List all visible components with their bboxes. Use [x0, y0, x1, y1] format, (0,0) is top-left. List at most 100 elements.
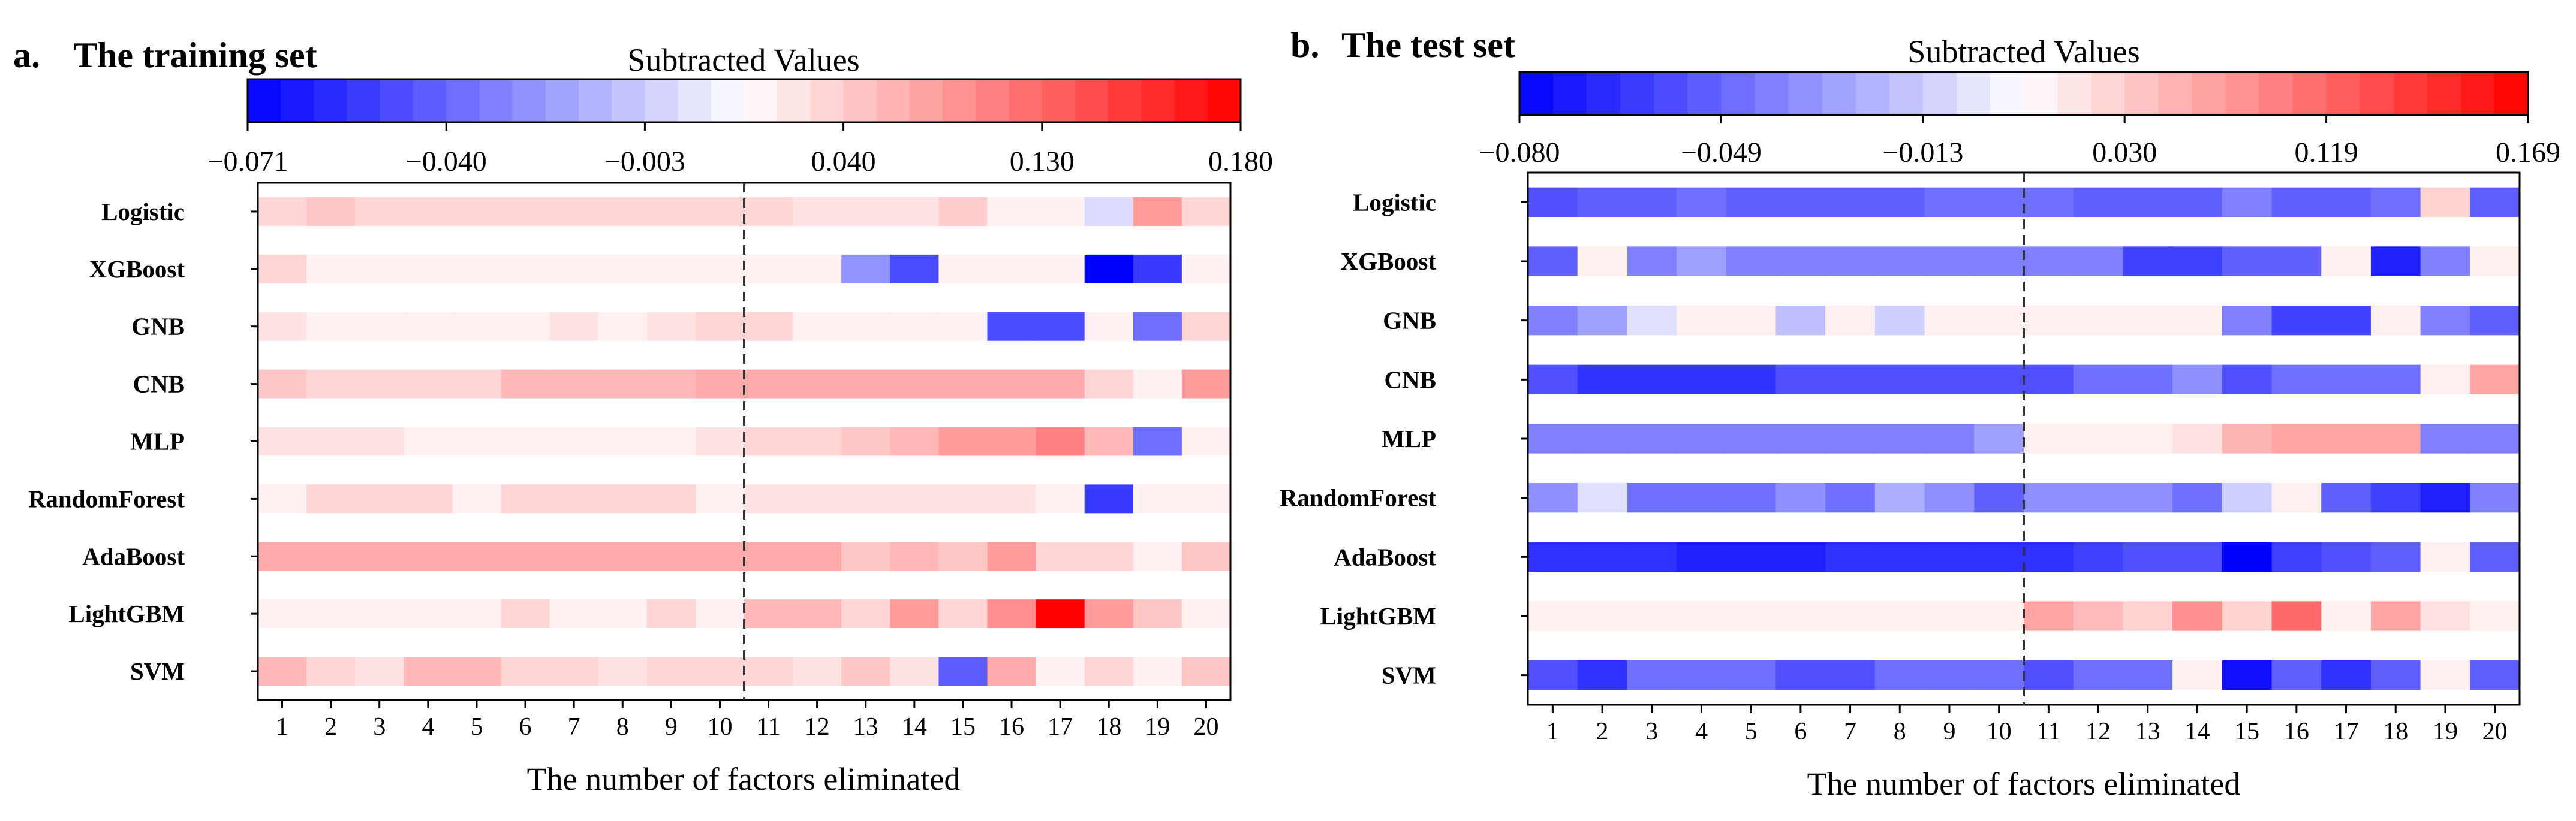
- heatmap-cell: [1677, 542, 1727, 572]
- heatmap-cell: [355, 197, 404, 226]
- row-label: SVM: [1382, 662, 1436, 689]
- panel-title-a: The training set: [73, 35, 317, 75]
- row-label: AdaBoost: [1334, 543, 1436, 571]
- heatmap-cell: [695, 369, 745, 399]
- heatmap-cells: [1528, 187, 2520, 690]
- heatmap-cell: [987, 312, 1037, 341]
- heatmap-cell: [2321, 364, 2372, 394]
- heatmap-cell: [695, 542, 745, 571]
- heatmap-cell: [1924, 246, 1975, 276]
- heatmap-cell: [1974, 187, 2024, 217]
- colorbar-tick-label: 0.040: [811, 146, 876, 177]
- heatmap-cell: [841, 427, 890, 456]
- colorbar-tick-label: 0.130: [1010, 146, 1075, 177]
- heatmap-cell: [646, 427, 696, 456]
- heatmap-cell: [1874, 660, 1925, 690]
- heatmap-cell: [1181, 427, 1231, 456]
- heatmap-cell: [1825, 246, 1876, 276]
- heatmap-cell: [2271, 601, 2322, 631]
- heatmap-cell: [404, 599, 453, 629]
- x-tick-label: 20: [1193, 713, 1218, 741]
- heatmap-cell: [2370, 483, 2421, 513]
- heatmap-cell: [2420, 306, 2470, 336]
- heatmap-cell: [2420, 424, 2470, 454]
- heatmap-cell: [1577, 246, 1627, 276]
- heatmap-cell: [841, 254, 890, 283]
- heatmap-cell: [2123, 187, 2173, 217]
- heatmap-cell: [2172, 364, 2223, 394]
- heatmap-cell: [598, 542, 648, 571]
- heatmap-cell: [1181, 657, 1231, 686]
- heatmap-cell: [258, 254, 307, 283]
- colorbar-bin: [2024, 72, 2058, 115]
- heatmap-cell: [2370, 601, 2421, 631]
- heatmap-cells: [258, 197, 1231, 686]
- heatmap-cell: [2470, 424, 2520, 454]
- colorbar-bin: [579, 79, 612, 122]
- heatmap-cell: [938, 427, 988, 456]
- heatmap-cell: [404, 197, 453, 226]
- heatmap-cell: [987, 369, 1037, 399]
- heatmap-cell: [2073, 660, 2123, 690]
- heatmap-cell: [744, 312, 793, 341]
- heatmap-cell: [501, 427, 550, 456]
- heatmap-cell: [549, 599, 599, 629]
- heatmap-cell: [258, 197, 307, 226]
- heatmap-cell: [744, 254, 793, 283]
- heatmap-cell: [355, 542, 404, 571]
- x-tick-label: 4: [1695, 718, 1708, 745]
- heatmap-cell: [1677, 306, 1727, 336]
- heatmap-cell: [404, 542, 453, 571]
- colorbar-bin: [1755, 72, 1789, 115]
- heatmap-cell: [1133, 657, 1182, 686]
- heatmap-cell: [1181, 484, 1231, 514]
- x-tick-label: 1: [276, 713, 288, 741]
- heatmap-cell: [1825, 424, 1876, 454]
- heatmap-cell: [306, 599, 356, 629]
- heatmap-cell: [1528, 364, 1578, 394]
- heatmap-cell: [1133, 369, 1182, 399]
- heatmap-cell: [744, 197, 793, 226]
- heatmap-cell: [2271, 660, 2322, 690]
- heatmap-cell: [2024, 364, 2074, 394]
- heatmap-cell: [452, 542, 502, 571]
- colorbar-bin: [810, 79, 844, 122]
- heatmap-cell: [1726, 246, 1777, 276]
- colorbar-bin: [545, 79, 579, 122]
- heatmap-cell: [1036, 254, 1085, 283]
- heatmap-cell: [1036, 427, 1085, 456]
- colorbar-bin: [1207, 79, 1241, 122]
- heatmap-cell: [2222, 424, 2273, 454]
- heatmap-cell: [793, 599, 842, 629]
- row-label: GNB: [131, 313, 185, 340]
- colorbar-bin: [1956, 72, 1991, 115]
- heatmap-cell: [306, 427, 356, 456]
- heatmap-cell: [2420, 483, 2470, 513]
- x-tick-label: 7: [568, 713, 580, 741]
- heatmap-cell: [695, 657, 745, 686]
- heatmap-cell: [2271, 306, 2322, 336]
- heatmap-cell: [1084, 542, 1134, 571]
- heatmap-cell: [646, 599, 696, 629]
- heatmap-cell: [2222, 306, 2273, 336]
- heatmap-cell: [2172, 424, 2223, 454]
- heatmap-cell: [1924, 542, 1975, 572]
- heatmap-cell: [2470, 660, 2520, 690]
- heatmap-cell: [452, 312, 502, 341]
- heatmap-cell: [1627, 364, 1677, 394]
- heatmap-cell: [1528, 660, 1578, 690]
- heatmap-cell: [1577, 601, 1627, 631]
- x-tick-label: 12: [2086, 718, 2111, 745]
- heatmap-cell: [549, 254, 599, 283]
- heatmap-cell: [1974, 601, 2024, 631]
- heatmap-cell: [2024, 542, 2074, 572]
- heatmap-cell: [2024, 187, 2074, 217]
- heatmap-cell: [793, 484, 842, 514]
- x-tick-label: 3: [373, 713, 386, 741]
- heatmap-cell: [744, 369, 793, 399]
- heatmap-cell: [2024, 660, 2074, 690]
- heatmap-cell: [793, 254, 842, 283]
- heatmap-cell: [2370, 660, 2421, 690]
- heatmap-cell: [1577, 306, 1627, 336]
- heatmap-cell: [2470, 306, 2520, 336]
